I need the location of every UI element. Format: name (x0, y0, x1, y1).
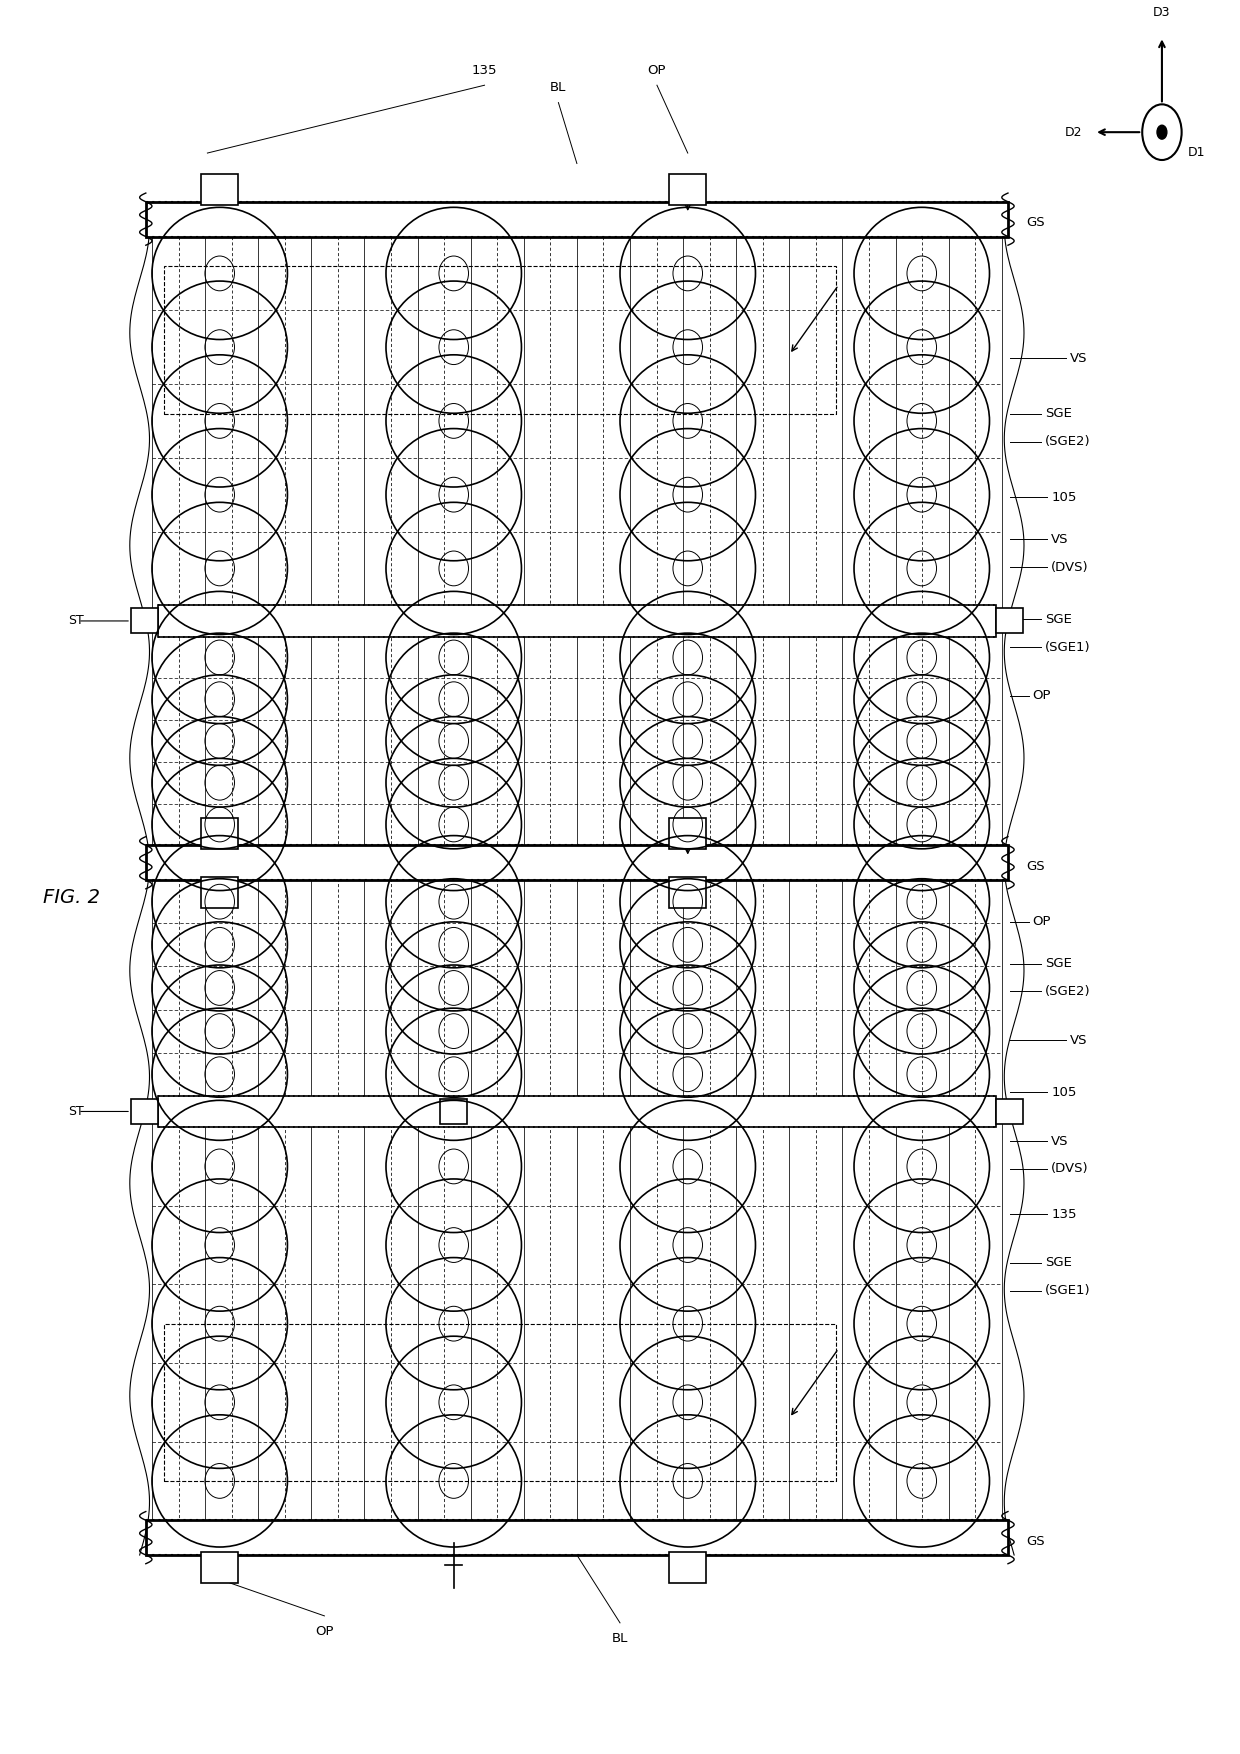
Bar (201, 174, 238, 205)
Bar (164, 267, 836, 414)
Text: OP: OP (1033, 916, 1052, 928)
Text: GS: GS (1027, 216, 1045, 230)
Circle shape (1157, 125, 1167, 139)
Bar (670, 817, 707, 849)
Text: FIG. 2: FIG. 2 (43, 888, 100, 907)
Text: OP: OP (647, 63, 666, 77)
Bar (131, 1100, 159, 1124)
Bar (670, 174, 707, 205)
Text: VS: VS (1052, 533, 1069, 545)
Text: D3: D3 (1153, 5, 1171, 19)
Bar (164, 1324, 836, 1480)
Text: 105: 105 (1052, 1086, 1076, 1098)
Bar (146, 1521, 1008, 1556)
Text: D2: D2 (1064, 126, 1081, 139)
Bar (146, 845, 1008, 881)
Text: BL: BL (611, 1631, 629, 1645)
Bar (996, 609, 1023, 633)
Text: SGE: SGE (1045, 1256, 1071, 1270)
Bar (159, 605, 996, 637)
Bar (440, 1100, 467, 1124)
Text: VS: VS (1070, 353, 1087, 365)
Bar (670, 877, 707, 909)
Text: (SGE2): (SGE2) (1045, 435, 1090, 449)
Text: 135: 135 (471, 63, 497, 77)
Text: (SGE1): (SGE1) (1045, 1284, 1090, 1298)
Bar (159, 1096, 996, 1128)
Bar (201, 817, 238, 849)
Text: 105: 105 (1052, 491, 1076, 503)
Text: SGE: SGE (1045, 407, 1071, 421)
Bar (201, 1552, 238, 1582)
Text: GS: GS (1027, 1535, 1045, 1547)
Text: 135: 135 (1052, 1207, 1076, 1221)
Bar (996, 1100, 1023, 1124)
Bar (146, 202, 1008, 237)
Text: (SGE2): (SGE2) (1045, 986, 1090, 998)
Bar (670, 1552, 707, 1582)
Text: VS: VS (1052, 1135, 1069, 1147)
Text: (DVS): (DVS) (1052, 1163, 1089, 1175)
Text: ST: ST (68, 614, 84, 628)
Text: GS: GS (1027, 859, 1045, 873)
Text: ST: ST (68, 1105, 84, 1117)
Text: OP: OP (1033, 689, 1052, 702)
Text: (DVS): (DVS) (1052, 561, 1089, 574)
Text: SGE: SGE (1045, 958, 1071, 970)
Text: OP: OP (315, 1624, 334, 1638)
Bar (201, 877, 238, 909)
Text: D1: D1 (1188, 146, 1205, 160)
Bar (131, 609, 159, 633)
Text: SGE: SGE (1045, 612, 1071, 626)
Text: BL: BL (551, 81, 567, 95)
Text: VS: VS (1070, 1033, 1087, 1047)
Text: (SGE1): (SGE1) (1045, 640, 1090, 654)
